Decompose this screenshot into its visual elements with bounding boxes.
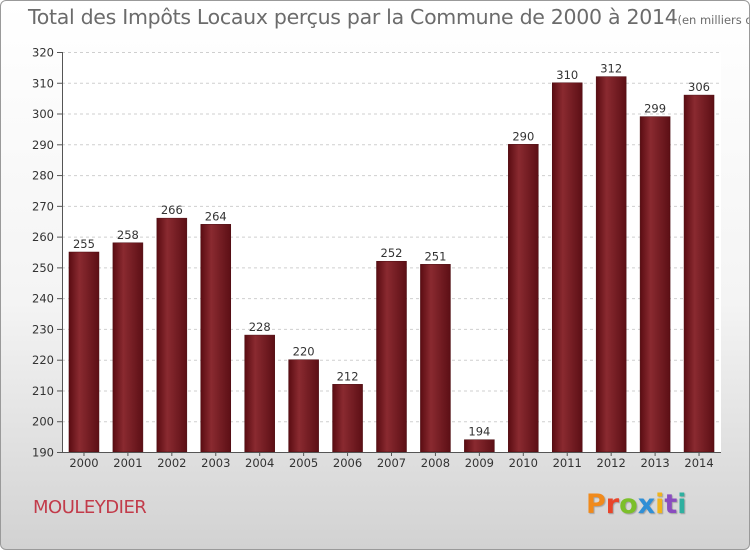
- bar: [376, 260, 407, 453]
- brand-letter: x: [637, 489, 656, 520]
- bars: [68, 76, 715, 453]
- y-tick-label: 260: [32, 230, 54, 244]
- x-tick-label: 2001: [113, 456, 142, 470]
- x-tick-label: 2006: [333, 456, 362, 470]
- bar: [551, 82, 583, 453]
- data-label: 212: [337, 369, 359, 383]
- data-label: 220: [293, 345, 315, 359]
- y-tick-label: 230: [32, 322, 54, 336]
- x-tick-label: 2000: [69, 456, 98, 470]
- brand-letter: P: [586, 489, 606, 520]
- bar: [244, 334, 275, 453]
- bar: [683, 94, 715, 453]
- brand-letter: i: [677, 489, 687, 520]
- bar: [156, 217, 188, 453]
- data-label: 266: [161, 203, 183, 217]
- bar: [288, 359, 319, 453]
- y-tick-label: 220: [32, 353, 54, 367]
- y-tick-label: 290: [32, 138, 54, 152]
- bar: [595, 76, 627, 453]
- x-tick-label: 2002: [157, 456, 186, 470]
- y-tick-label: 320: [32, 46, 54, 60]
- data-label: 312: [600, 62, 622, 76]
- brand-letter: i: [655, 489, 665, 520]
- brand-logo: Proxiti: [586, 489, 687, 520]
- data-label: 194: [468, 425, 490, 439]
- y-tick-label: 250: [32, 261, 54, 275]
- axes: 190 200 210 220 230 240 250 260 270 280 290 300 310 3…: [32, 46, 721, 470]
- y-tick-label: 190: [32, 446, 54, 460]
- x-tick-label: 2005: [289, 456, 318, 470]
- commune-name: MOULEYDIER: [33, 497, 147, 518]
- x-tick-label: 2014: [684, 456, 713, 470]
- x-tick-label: 2009: [465, 456, 494, 470]
- y-tick-label: 210: [32, 384, 54, 398]
- bar: [332, 384, 363, 453]
- data-label: 264: [205, 209, 227, 223]
- y-tick-label: 200: [32, 415, 54, 429]
- y-tick-label: 240: [32, 292, 54, 306]
- data-label: 299: [644, 102, 666, 116]
- bar: [639, 116, 671, 453]
- x-tick-label: 2012: [597, 456, 626, 470]
- x-tick-label: 2010: [509, 456, 538, 470]
- data-label: 290: [512, 129, 534, 143]
- x-tick-label: 2013: [640, 456, 669, 470]
- x-tick-label: 2003: [201, 456, 230, 470]
- data-label: 306: [688, 80, 710, 94]
- data-label: 252: [381, 246, 403, 260]
- x-tick-label: 2007: [377, 456, 406, 470]
- data-label: 258: [117, 228, 139, 242]
- data-label: 310: [556, 68, 578, 82]
- x-tick-label: 2004: [245, 456, 274, 470]
- bar: [200, 224, 232, 453]
- brand-letter: r: [605, 489, 620, 520]
- bar: [464, 439, 495, 453]
- y-tick-label: 270: [32, 199, 54, 213]
- y-tick-label: 300: [32, 107, 54, 121]
- x-tick-label: 2008: [421, 456, 450, 470]
- x-tick-label: 2011: [553, 456, 582, 470]
- data-label: 255: [73, 237, 95, 251]
- brand-letter: o: [619, 489, 638, 520]
- chart-unit-label: (en milliers d'€): [677, 13, 749, 27]
- bar: [112, 242, 144, 453]
- bar: [420, 264, 451, 453]
- chart-title: Total des Impôts Locaux perçus par la Co…: [28, 5, 749, 29]
- y-tick-label: 280: [32, 169, 54, 183]
- bar: [68, 251, 100, 453]
- data-label: 228: [249, 320, 271, 334]
- data-labels: 255 258 266 264 228 220 212 252 251 194 290 310 312 2…: [73, 62, 710, 439]
- brand-letter: t: [664, 489, 678, 520]
- bar: [508, 144, 539, 453]
- y-tick-label: 310: [32, 76, 54, 90]
- chart-title-text: Total des Impôts Locaux perçus par la Co…: [28, 5, 678, 29]
- data-label: 251: [424, 249, 446, 263]
